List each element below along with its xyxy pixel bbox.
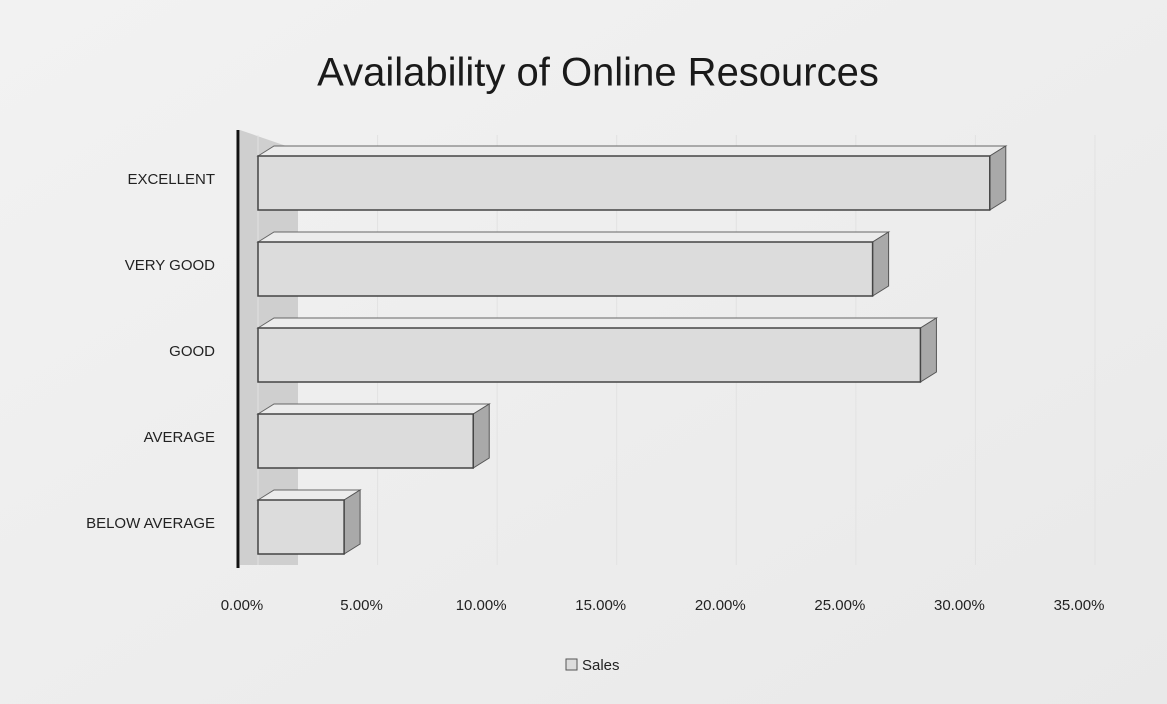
x-tick-label: 30.00% [934, 597, 985, 614]
bar-top [256, 403, 491, 415]
y-tick-label: VERY GOOD [125, 257, 215, 274]
bar-top [256, 489, 362, 501]
bar-side [919, 317, 937, 383]
plot: 0.00% 5.00% 10.00% 15.00% 20.00% 25.00% 30.00%… [86, 135, 1104, 674]
x-tick-label: 0.00% [221, 597, 264, 614]
legend-swatch [565, 658, 578, 671]
x-tick-label: 20.00% [695, 597, 746, 614]
bar [257, 413, 474, 469]
bar-side [989, 145, 1007, 211]
bar-top [256, 231, 891, 243]
bar-top [256, 145, 1008, 157]
bar-top [256, 317, 939, 329]
bar [257, 241, 874, 297]
y-tick-label: GOOD [169, 343, 215, 360]
y-tick-label: AVERAGE [144, 429, 215, 446]
bar-side [872, 231, 890, 297]
chart-title: Availability of Online Resources [317, 51, 879, 95]
x-tick-label: 15.00% [575, 597, 626, 614]
bar-side [343, 489, 361, 555]
y-tick-label: EXCELLENT [127, 171, 215, 188]
legend-label: Sales [582, 657, 620, 674]
bar [257, 499, 345, 555]
bar-side [472, 403, 490, 469]
x-tick-label: 10.00% [456, 597, 507, 614]
bar [257, 155, 991, 211]
bar [257, 327, 922, 383]
y-tick-label: BELOW AVERAGE [86, 515, 215, 532]
x-tick-label: 5.00% [340, 597, 383, 614]
x-tick-label: 35.00% [1054, 597, 1105, 614]
x-tick-label: 25.00% [814, 597, 865, 614]
